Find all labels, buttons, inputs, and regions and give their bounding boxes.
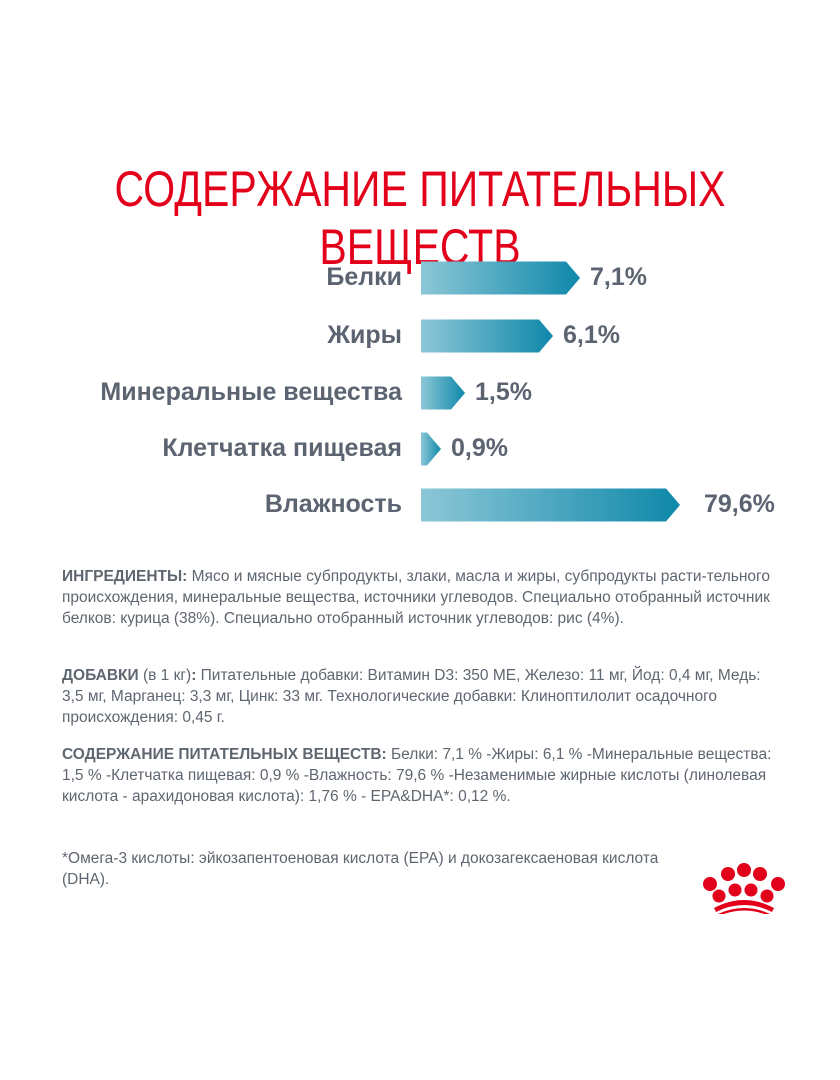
bar-4 (421, 488, 680, 522)
nutrients-paragraph: СОДЕРЖАНИЕ ПИТАТЕЛЬНЫХ ВЕЩЕСТВ: Белки: 7… (62, 744, 782, 807)
additives-paragraph: ДОБАВКИ (в 1 кг): Питательные добавки: В… (62, 665, 782, 728)
additives-label: ДОБАВКИ (62, 667, 139, 684)
bar-2 (421, 376, 465, 410)
value-label: 79,6% (704, 490, 775, 518)
bar-chart (421, 261, 680, 522)
ingredients-paragraph: ИНГРЕДИЕНТЫ: Мясо и мясные субпродукты, … (62, 566, 782, 629)
footnote: *Омега-3 кислоты: эйкозапентоеновая кисл… (62, 850, 659, 888)
chart-title: СОДЕРЖАНИЕ ПИТАТЕЛЬНЫХ ВЕЩЕСТВ (114, 161, 726, 275)
value-label: 1,5% (475, 378, 532, 406)
royal-canin-crown-logo (703, 863, 785, 914)
category-label: Влажность (264, 490, 402, 518)
additives-text: Питательные добавки: Витамин D3: 350 МЕ,… (62, 667, 761, 726)
value-label: 6,1% (563, 321, 620, 349)
nutrients-label: СОДЕРЖАНИЕ ПИТАТЕЛЬНЫХ ВЕЩЕСТВ: (62, 746, 387, 763)
bar-3 (421, 432, 441, 466)
nutrients-text: Белки: 7,1 % -Жиры: 6,1 % -Минеральные в… (62, 746, 772, 805)
additives-unit: (в 1 кг) (138, 667, 192, 684)
additives-colon: : (191, 667, 197, 684)
bar-0 (421, 261, 580, 295)
ingredients-text: Мясо и мясные субпродукты, злаки, масла … (62, 568, 770, 627)
value-label: 0,9% (451, 434, 508, 462)
bar-1 (421, 319, 553, 353)
category-label: Клетчатка пищевая (162, 434, 402, 462)
category-label: Белки (326, 263, 402, 291)
ingredients-label: ИНГРЕДИЕНТЫ: (62, 568, 188, 585)
category-label: Минеральные вещества (100, 378, 402, 406)
category-label: Жиры (327, 321, 402, 349)
value-label: 7,1% (590, 263, 647, 291)
